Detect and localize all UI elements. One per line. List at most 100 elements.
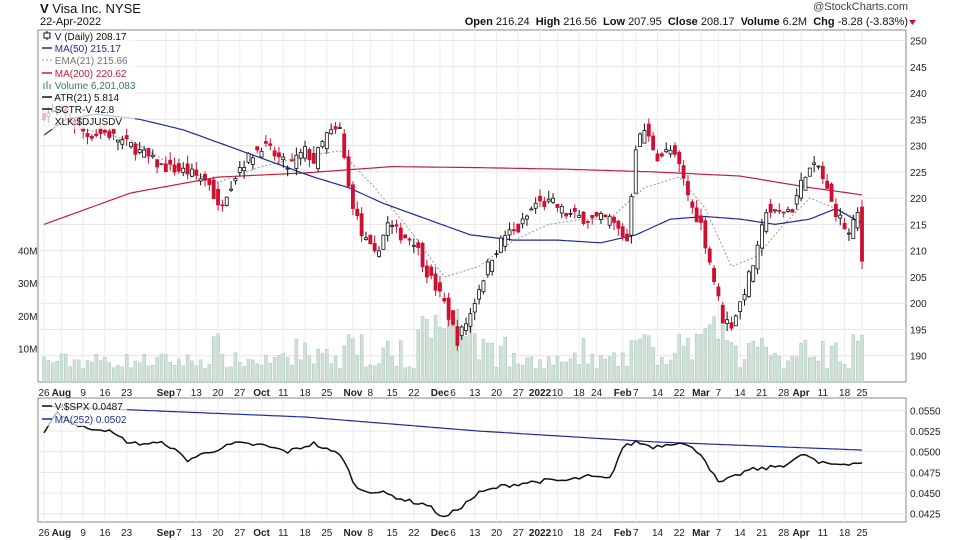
- x-tick-label: 27: [234, 388, 246, 399]
- candle-body: [511, 229, 516, 232]
- volume-bar: [612, 352, 616, 383]
- legend-text: XLK:$DJUSDV: [54, 117, 123, 129]
- volume-bar: [477, 359, 481, 383]
- legend-entry: EMA(21) 215.66: [42, 55, 135, 67]
- legend-text: MA(200) 220.62: [54, 68, 127, 80]
- price-x-axis: 26 Aug 9 16 23 Sep 7 13 20 27 Oct 11 18 25 Nov 8 15 22 Dec…: [38, 388, 868, 399]
- volume-bar: [164, 354, 168, 383]
- volume-bar: [655, 365, 660, 383]
- candle-body: [320, 141, 325, 148]
- candle-body: [564, 213, 569, 217]
- volume-bar: [238, 361, 242, 383]
- volume-bar: [581, 338, 586, 383]
- volume-bar: [781, 368, 786, 383]
- volume-bar: [625, 365, 629, 383]
- x-tick-label: 26: [38, 528, 50, 539]
- volume-bar: [847, 368, 851, 383]
- volume-bar: [64, 353, 68, 383]
- candle-body: [712, 267, 716, 283]
- x-tick-label: 9: [80, 388, 86, 399]
- volume-bar: [372, 365, 377, 383]
- candle-body: [599, 213, 603, 220]
- candle-body: [137, 149, 142, 153]
- volume-bar: [72, 359, 77, 383]
- volume-bar: [642, 334, 647, 383]
- candle-body: [633, 149, 638, 194]
- volume-bar: [129, 367, 133, 383]
- candle-body: [146, 147, 151, 157]
- volume-bar: [342, 345, 346, 383]
- volume-bar: [638, 338, 642, 383]
- ratio-panel-frame: [37, 397, 907, 523]
- volume-bar: [851, 334, 856, 383]
- volume-bar: [729, 342, 734, 383]
- volume-bar: [590, 353, 594, 383]
- change-down-icon: [900, 17, 916, 25]
- x-tick-label: 18: [839, 528, 851, 539]
- candle-body: [333, 126, 338, 130]
- candle-body: [851, 219, 856, 240]
- volume-bar: [394, 365, 399, 383]
- price-grid: [38, 30, 906, 382]
- x-tick-label: Apr: [792, 528, 809, 539]
- volume-bar: [755, 347, 760, 383]
- volume-bar: [816, 361, 821, 383]
- volume-bar: [503, 336, 507, 383]
- x-tick-label: 22: [408, 388, 420, 399]
- x-tick-label: 14: [652, 388, 664, 399]
- volume-bar: [412, 368, 416, 383]
- volume-bar: [268, 363, 272, 383]
- candle-body: [755, 244, 760, 270]
- volume-bar: [225, 367, 229, 383]
- candle-body: [159, 163, 164, 166]
- ratio-lines: [43, 405, 863, 518]
- candle-body: [268, 143, 273, 146]
- candle-body: [294, 154, 299, 169]
- volume-bar: [316, 348, 320, 383]
- volume-bar: [255, 363, 259, 383]
- candle-body: [664, 149, 669, 153]
- volume-bar: [103, 357, 107, 383]
- x-tick-label: 18: [300, 528, 312, 539]
- candle-body: [277, 152, 281, 158]
- volume-bar: [438, 326, 442, 383]
- x-tick-label: 27: [513, 528, 525, 539]
- candle-body: [259, 150, 264, 158]
- volume-bar: [529, 356, 534, 383]
- price-tick-label: 190: [910, 352, 927, 363]
- dotted-line-icon: [42, 59, 52, 61]
- candle-body: [172, 164, 177, 173]
- candle-body: [407, 238, 412, 241]
- exchange: NYSE: [105, 1, 141, 16]
- candle-body: [303, 146, 307, 159]
- candle-body: [377, 250, 381, 257]
- candle-body: [790, 209, 795, 213]
- volume-bar: [77, 359, 81, 383]
- candle-body: [686, 181, 690, 196]
- candle-body: [699, 215, 703, 223]
- volume-bar: [594, 368, 599, 383]
- volume-bar: [272, 357, 277, 383]
- x-tick-label: 7: [716, 528, 722, 539]
- volume-bar: [795, 356, 799, 383]
- candle-body: [394, 224, 399, 227]
- volume-bar: [194, 365, 199, 383]
- x-tick-label: 25: [321, 388, 333, 399]
- candle-body: [642, 130, 647, 144]
- x-tick-label: 24: [591, 388, 603, 399]
- candle-body: [120, 139, 125, 145]
- change-value: -8.28 (-3.83%): [837, 16, 908, 28]
- candle-body: [107, 130, 112, 138]
- volume-value: 6.2M: [782, 16, 808, 28]
- x-tick-label: 28: [778, 388, 790, 399]
- volume-bar: [629, 340, 634, 383]
- candle-body: [163, 163, 168, 173]
- volume-bar: [181, 365, 185, 383]
- candle-body: [429, 266, 434, 276]
- candle-body: [155, 159, 160, 168]
- volume-bar: [821, 340, 825, 383]
- candle-body: [129, 142, 133, 148]
- candle-body: [646, 123, 651, 137]
- candle-body: [651, 135, 656, 151]
- candle-body: [516, 223, 521, 233]
